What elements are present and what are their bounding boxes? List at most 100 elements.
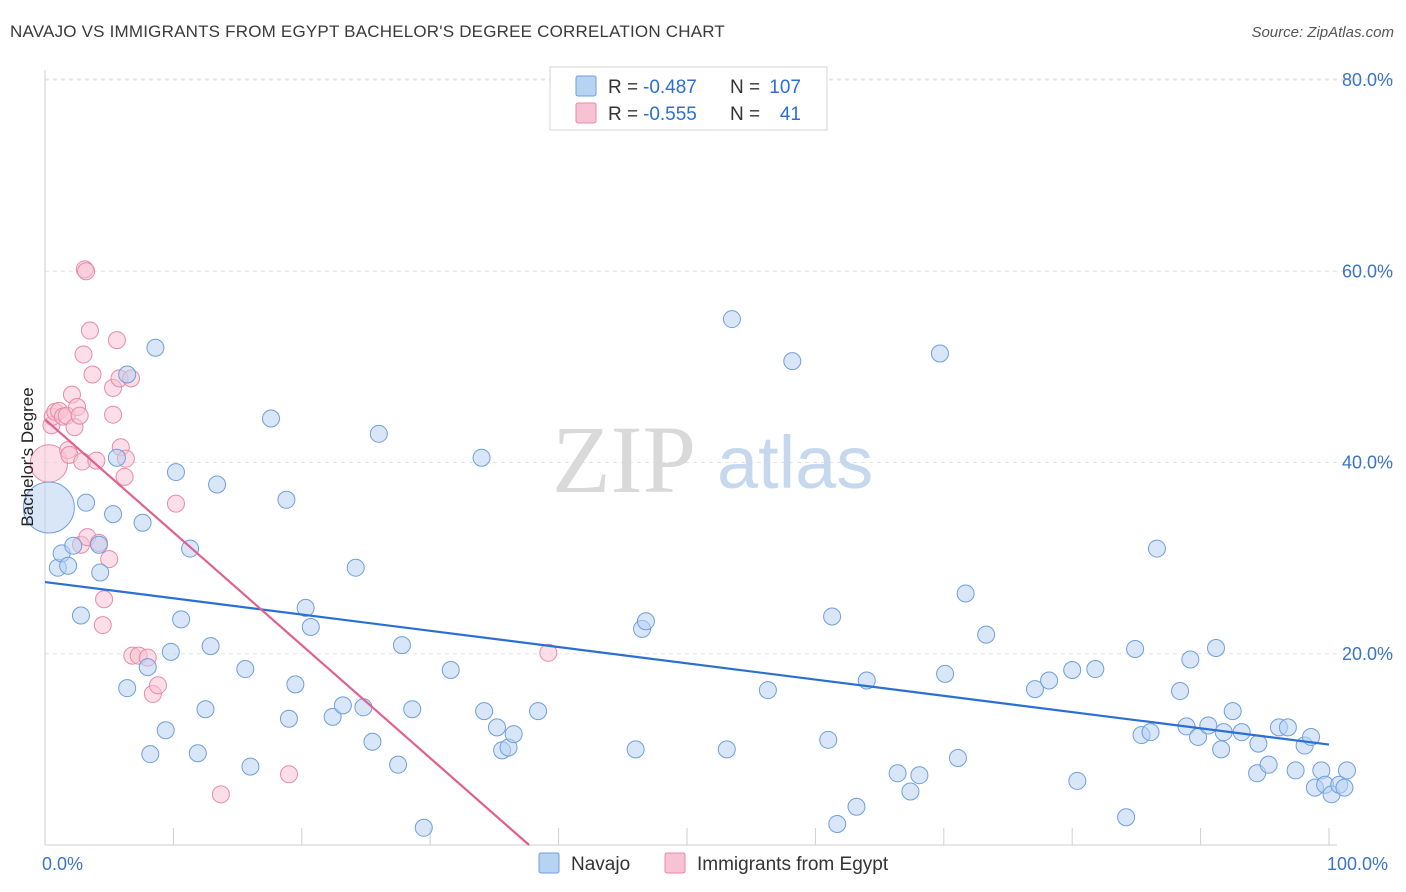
navajo-point-60 bbox=[823, 607, 842, 626]
egypt-point-25 bbox=[100, 550, 119, 569]
navajo-point-93 bbox=[1249, 734, 1268, 753]
egypt-point-15 bbox=[74, 345, 93, 364]
navajo-point-44 bbox=[441, 661, 460, 680]
egypt-point-17 bbox=[77, 262, 96, 281]
navajo-point-37 bbox=[354, 698, 373, 717]
navajo-point-40 bbox=[389, 755, 408, 774]
navajo-point-67 bbox=[930, 344, 949, 363]
navajo-point-57 bbox=[758, 681, 777, 700]
navajo-point-25 bbox=[208, 475, 227, 494]
navajo-point-82 bbox=[1171, 682, 1190, 701]
legend-navajo-n-label: N = bbox=[730, 77, 760, 98]
navajo-point-87 bbox=[1207, 639, 1226, 658]
navajo-point-11 bbox=[118, 365, 137, 384]
egypt-point-19 bbox=[80, 321, 99, 340]
navajo-point-23 bbox=[196, 700, 215, 719]
egypt-point-27 bbox=[104, 405, 123, 424]
navajo-point-52 bbox=[626, 740, 645, 759]
bottom-legend-swatch-navajo bbox=[538, 852, 560, 874]
navajo-point-33 bbox=[301, 617, 320, 636]
bottom-legend: Navajo Immigrants from Egypt bbox=[538, 852, 889, 875]
navajo-point-26 bbox=[236, 660, 255, 679]
watermark-zip: ZIP bbox=[552, 406, 696, 513]
navajo-point-10 bbox=[107, 448, 126, 467]
navajo-point-9 bbox=[104, 505, 123, 524]
navajo-point-20 bbox=[172, 610, 191, 629]
navajo-point-15 bbox=[141, 745, 160, 764]
egypt-point-21 bbox=[87, 451, 106, 470]
legend-egypt-n-value: 41 bbox=[780, 104, 801, 125]
legend-egypt-r-label: R = bbox=[608, 104, 638, 125]
legend-egypt-r-value: -0.555 bbox=[643, 104, 697, 125]
navajo-point-29 bbox=[277, 490, 296, 509]
legend-navajo-r-value: -0.487 bbox=[643, 77, 697, 98]
navajo-point-5 bbox=[71, 606, 90, 625]
legend-navajo-r-label: R = bbox=[608, 77, 638, 98]
bottom-legend-egypt-label: Immigrants from Egypt bbox=[697, 854, 889, 875]
navajo-point-36 bbox=[346, 558, 365, 577]
navajo-point-39 bbox=[369, 424, 388, 443]
navajo-point-76 bbox=[1086, 660, 1105, 679]
legend-egypt-n-label: N = bbox=[730, 104, 760, 125]
navajo-point-22 bbox=[188, 744, 207, 763]
navajo-point-71 bbox=[977, 625, 996, 644]
navajo-point-73 bbox=[1040, 671, 1059, 690]
top-legend: R = -0.487 N = 107 R = -0.555 N = 41 bbox=[549, 66, 828, 131]
egypt-point-12 bbox=[70, 406, 89, 425]
navajo-point-56 bbox=[722, 310, 741, 329]
navajo-point-32 bbox=[296, 598, 315, 617]
navajo-point-42 bbox=[403, 700, 422, 719]
navajo-point-59 bbox=[819, 730, 838, 749]
navajo-point-94 bbox=[1259, 755, 1278, 774]
egypt-point-38 bbox=[148, 676, 167, 695]
navajo-point-66 bbox=[910, 766, 929, 785]
navajo-point-7 bbox=[89, 535, 108, 554]
navajo-point-72 bbox=[1025, 680, 1044, 699]
navajo-point-77 bbox=[1117, 808, 1136, 827]
watermark-atlas: atlas bbox=[717, 421, 873, 504]
bottom-legend-swatch-egypt bbox=[664, 852, 686, 874]
bottom-legend-navajo-label: Navajo bbox=[571, 854, 630, 875]
navajo-point-28 bbox=[261, 409, 280, 428]
egypt-point-39 bbox=[166, 494, 185, 513]
egypt-points bbox=[29, 260, 558, 804]
egypt-point-20 bbox=[83, 365, 102, 384]
navajo-point-81 bbox=[1147, 539, 1166, 558]
navajo-point-86 bbox=[1199, 716, 1218, 735]
navajo-point-88 bbox=[1212, 740, 1231, 759]
navajo-point-78 bbox=[1126, 639, 1145, 658]
egypt-point-40 bbox=[211, 785, 230, 804]
navajo-point-34 bbox=[323, 707, 342, 726]
navajo-point-65 bbox=[901, 782, 920, 801]
navajo-point-47 bbox=[487, 718, 506, 737]
navajo-point-75 bbox=[1068, 771, 1087, 790]
navajo-point-55 bbox=[717, 740, 736, 759]
navajo-point-24 bbox=[201, 637, 220, 656]
navajo-trend-line bbox=[44, 580, 1330, 746]
navajo-point-6 bbox=[77, 493, 96, 512]
egypt-point-28 bbox=[107, 331, 126, 350]
y-tick-label-80: 80.0% bbox=[1342, 70, 1393, 90]
legend-swatch-egypt bbox=[575, 102, 597, 124]
legend-swatch-navajo bbox=[575, 75, 597, 97]
navajo-point-14 bbox=[138, 658, 157, 677]
navajo-point-51 bbox=[529, 702, 548, 721]
navajo-point-96 bbox=[1278, 718, 1297, 737]
navajo-point-27 bbox=[241, 757, 260, 776]
y-tick-label-20: 20.0% bbox=[1342, 644, 1393, 664]
egypt-point-41 bbox=[279, 765, 298, 784]
navajo-point-41 bbox=[392, 636, 411, 655]
navajo-point-62 bbox=[847, 797, 866, 816]
navajo-point-97 bbox=[1286, 761, 1305, 780]
y-tick-labels: 20.0% 40.0% 60.0% 80.0% bbox=[1342, 70, 1393, 664]
egypt-point-24 bbox=[95, 590, 114, 609]
navajo-point-69 bbox=[948, 748, 967, 767]
navajo-point-90 bbox=[1223, 702, 1242, 721]
gridlines bbox=[45, 78, 1393, 655]
navajo-point-64 bbox=[888, 764, 907, 783]
navajo-point-0 bbox=[22, 481, 75, 534]
egypt-trend-line bbox=[44, 418, 530, 846]
egypt-point-42 bbox=[539, 643, 558, 662]
navajo-point-74 bbox=[1063, 661, 1082, 680]
x-tick-label-min: 0.0% bbox=[42, 854, 83, 874]
